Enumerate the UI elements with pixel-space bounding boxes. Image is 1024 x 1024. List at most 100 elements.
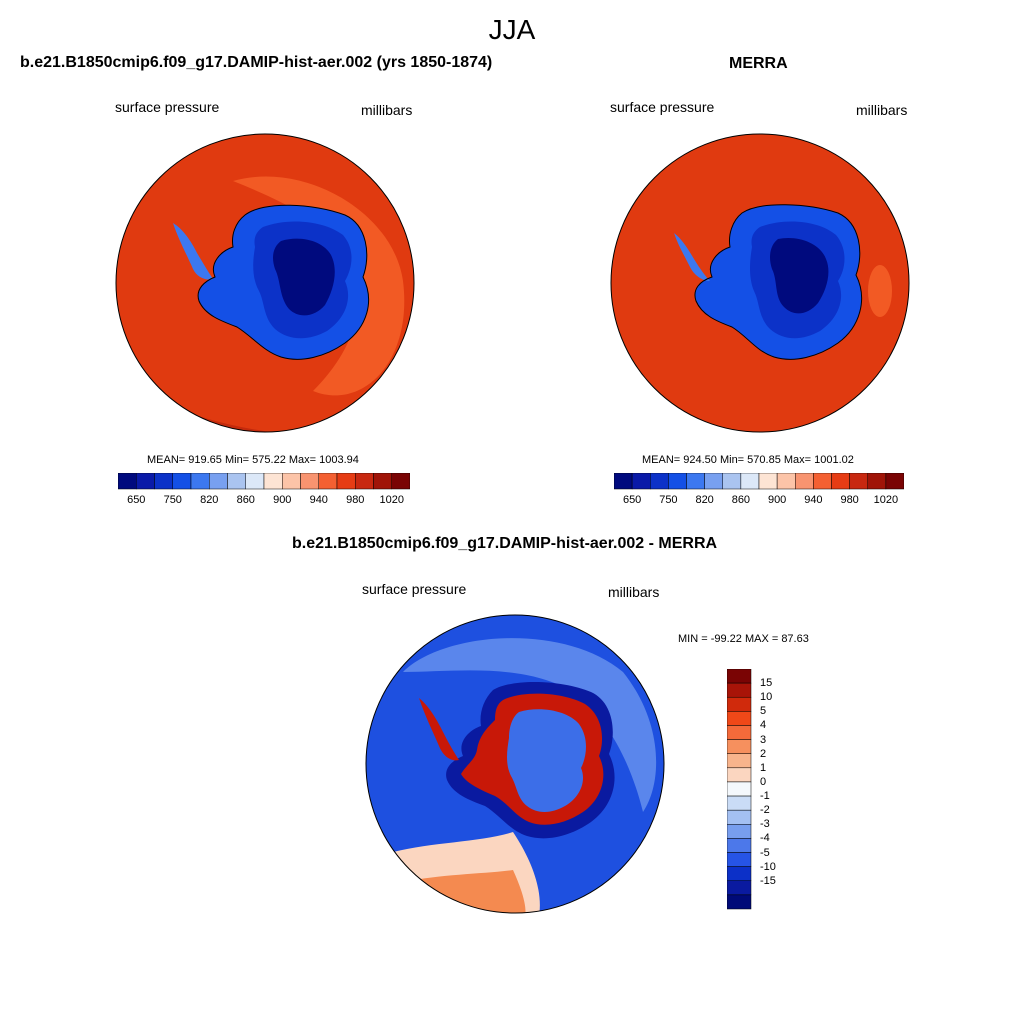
colorbar-swatch xyxy=(227,473,246,490)
model-panel-title: b.e21.B1850cmip6.f09_g17.DAMIP-hist-aer.… xyxy=(20,54,493,71)
diff-panel-title: b.e21.B1850cmip6.f09_g17.DAMIP-hist-aer.… xyxy=(292,535,718,552)
colorbar-tick-label: -15 xyxy=(760,874,776,887)
colorbar-tick-label: 940 xyxy=(309,494,328,506)
colorbar-tick-label: 1020 xyxy=(873,494,899,506)
ocean-light-patch xyxy=(868,265,892,317)
colorbar-swatch xyxy=(795,473,814,490)
colorbar-tick-label: -4 xyxy=(760,832,770,845)
colorbar-tick-label: 750 xyxy=(659,494,678,506)
diff-land-blue xyxy=(507,709,586,812)
colorbar-tick-label: 1020 xyxy=(379,494,404,506)
colorbar-swatch xyxy=(727,809,752,825)
diff-stats: MIN = -99.22 MAX = 87.63 xyxy=(678,633,809,645)
colorbar-swatch xyxy=(650,473,669,490)
colorbar-tick-label: -5 xyxy=(760,846,770,859)
diff-units-label: millibars xyxy=(608,584,660,600)
colorbar-tick-label: 650 xyxy=(622,494,642,506)
colorbar-swatch xyxy=(727,696,752,712)
colorbar-tick-label: 900 xyxy=(273,494,292,506)
coastline xyxy=(694,204,863,360)
colorbar-swatch xyxy=(727,824,752,839)
colorbar-swatch xyxy=(727,711,752,726)
colorbar-tick-label: 820 xyxy=(200,494,219,506)
colorbar-swatch xyxy=(631,473,651,490)
colorbar-swatch xyxy=(154,473,173,490)
diff-colorbar xyxy=(727,669,752,910)
model-stats: MEAN= 919.65 Min= 575.22 Max= 1003.94 xyxy=(147,454,359,466)
colorbar-swatch xyxy=(727,669,752,684)
colorbar-swatch xyxy=(668,473,687,490)
colorbar-tick-label: 3 xyxy=(760,733,767,746)
colorbar-swatch xyxy=(813,473,832,490)
model-colorbar xyxy=(118,473,410,490)
colorbar-swatch xyxy=(727,682,752,698)
colorbar-swatch xyxy=(727,838,752,853)
peninsula-ice xyxy=(674,233,710,281)
season-title: JJA xyxy=(488,14,536,45)
obs-polar-map xyxy=(610,133,910,433)
colorbar-swatch xyxy=(867,473,887,490)
colorbar-swatch xyxy=(118,473,137,490)
ice-region-core xyxy=(273,238,335,316)
diff-light-band xyxy=(403,638,657,812)
colorbar-swatch xyxy=(282,473,301,490)
colorbar-tick-label: 860 xyxy=(731,494,751,506)
colorbar-tick-label: -1 xyxy=(760,790,770,803)
model-colorbar-ticks: 650 750 820 860 900 940 980 1020 xyxy=(118,494,410,508)
colorbar-tick-label: 0 xyxy=(760,775,767,788)
diff-colorbar-ticks: 15 10 5 4 3 2 1 0 -1 -2 -3 -4 -5 -10 -15 xyxy=(760,669,800,911)
colorbar-swatch xyxy=(209,473,228,490)
colorbar-tick-label: 10 xyxy=(760,691,773,704)
colorbar-swatch xyxy=(318,473,338,490)
colorbar-swatch xyxy=(704,473,723,490)
diff-peninsula xyxy=(419,698,459,761)
obs-colorbar-ticks: 650 750 820 860 900 940 980 1020 xyxy=(614,494,904,508)
colorbar-swatch xyxy=(885,473,904,490)
peninsula-ice xyxy=(173,223,213,280)
colorbar-tick-label: 820 xyxy=(695,494,714,506)
colorbar-swatch xyxy=(300,473,319,490)
colorbar-tick-label: 980 xyxy=(346,494,365,506)
colorbar-tick-label: 4 xyxy=(760,719,767,732)
coastline xyxy=(197,204,370,360)
obs-colorbar xyxy=(614,473,904,490)
colorbar-swatch xyxy=(727,852,752,867)
colorbar-swatch xyxy=(727,795,752,811)
colorbar-swatch xyxy=(727,894,752,910)
diff-polar-map xyxy=(365,614,665,914)
colorbar-swatch xyxy=(245,473,265,490)
colorbar-swatch xyxy=(686,473,705,490)
colorbar-swatch xyxy=(391,473,410,490)
colorbar-swatch xyxy=(727,753,752,769)
colorbar-tick-label: 5 xyxy=(760,705,767,718)
colorbar-swatch xyxy=(172,473,192,490)
colorbar-tick-label: 900 xyxy=(767,494,787,506)
colorbar-swatch xyxy=(614,473,633,490)
obs-panel-title: MERRA xyxy=(729,55,788,72)
colorbar-swatch xyxy=(831,473,850,490)
colorbar-swatch xyxy=(355,473,374,490)
colorbar-tick-label: 1 xyxy=(760,761,767,774)
colorbar-swatch xyxy=(849,473,868,490)
colorbar-tick-label: 650 xyxy=(127,494,146,506)
colorbar-tick-label: -2 xyxy=(760,804,770,817)
colorbar-swatch xyxy=(136,473,155,490)
colorbar-swatch xyxy=(727,866,752,882)
colorbar-swatch xyxy=(740,473,760,490)
colorbar-tick-label: 860 xyxy=(236,494,255,506)
colorbar-swatch xyxy=(758,473,778,490)
colorbar-swatch xyxy=(727,880,752,896)
ice-region-core xyxy=(770,237,829,314)
colorbar-tick-label: 2 xyxy=(760,747,767,760)
model-units-label: millibars xyxy=(361,102,413,118)
obs-stats: MEAN= 924.50 Min= 570.85 Max= 1001.02 xyxy=(642,454,854,466)
colorbar-swatch xyxy=(727,781,752,797)
model-variable-label: surface pressure xyxy=(115,99,220,115)
colorbar-tick-label: -3 xyxy=(760,818,770,831)
colorbar-tick-label: -10 xyxy=(760,860,776,873)
colorbar-swatch xyxy=(727,767,752,783)
colorbar-swatch xyxy=(336,473,356,490)
colorbar-tick-label: 15 xyxy=(760,677,773,690)
colorbar-swatch xyxy=(722,473,742,490)
colorbar-swatch xyxy=(727,725,752,740)
